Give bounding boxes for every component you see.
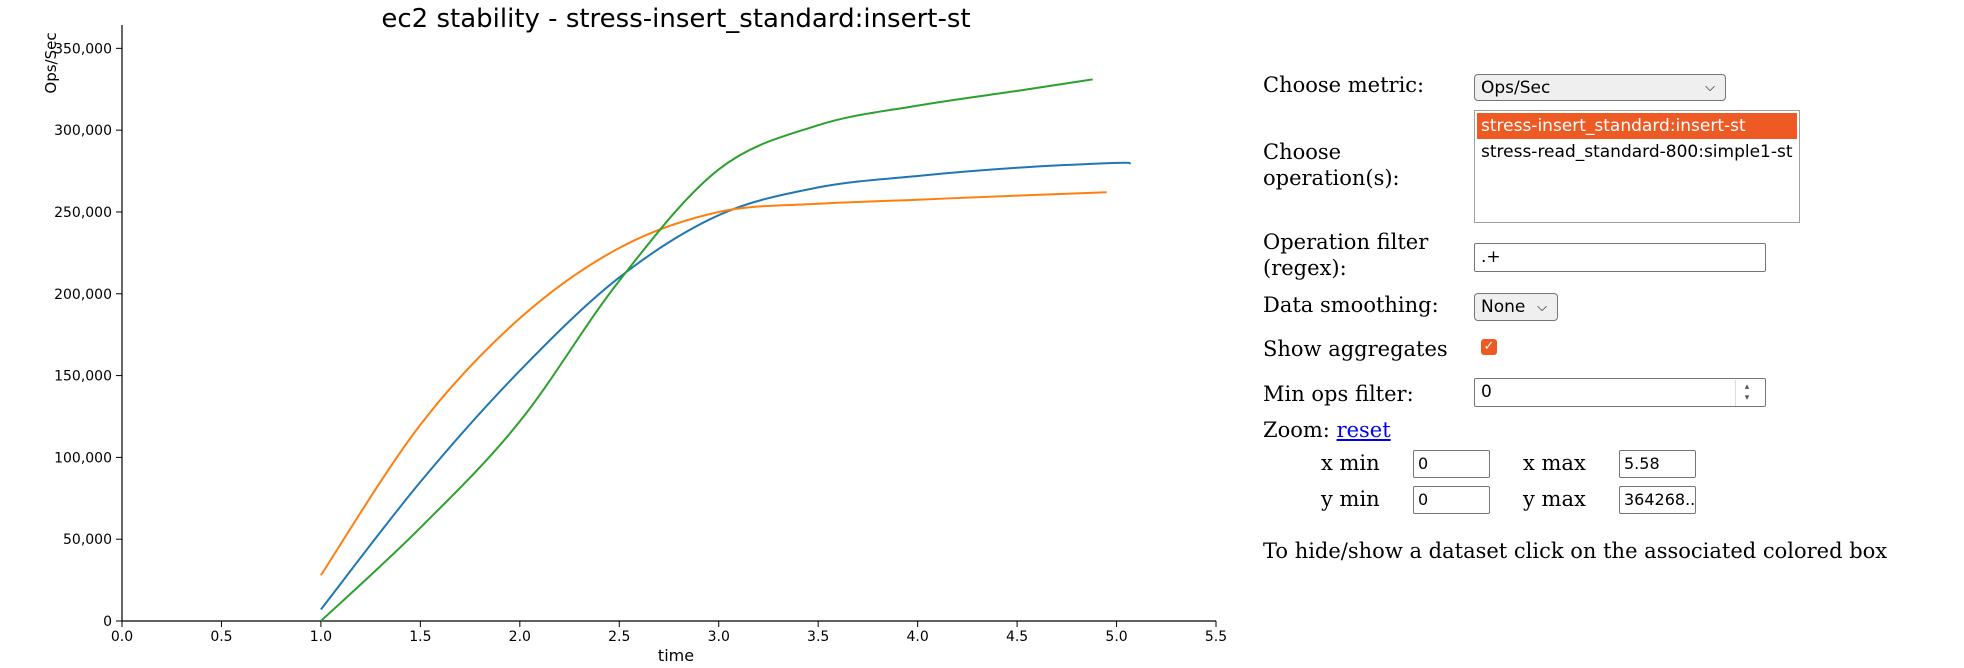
aggregates-checkbox[interactable]: ✓ [1481, 339, 1497, 355]
zoom-label: Zoom: [1263, 418, 1330, 442]
xmax-input[interactable]: 5.58 [1619, 450, 1696, 478]
chevron-down-icon: ⌵ [1537, 299, 1547, 315]
x-axis: 0.0 0.5 1.0 1.5 2.0 2.5 3.0 3.5 4.0 4.5 5.0 5.5 [111, 620, 1227, 645]
hide-show-hint: To hide/show a dataset click on the asso… [1263, 539, 1888, 563]
smoothing-select[interactable]: None ⌵ [1474, 293, 1558, 321]
y-tick-label: 50,000 [63, 532, 112, 548]
y-tick-label: 100,000 [54, 450, 112, 466]
chevron-down-icon: ⌵ [1705, 80, 1715, 95]
y-tick-label: 150,000 [54, 369, 112, 385]
chevron-up-icon: ▴ [1744, 382, 1750, 392]
ymax-input[interactable]: 364268.. [1619, 486, 1696, 514]
metric-select-value: Ops/Sec [1481, 77, 1551, 98]
filter-label-line2: (regex): [1263, 256, 1347, 280]
series-line-2 [320, 191, 1107, 576]
xmin-label: x min [1321, 451, 1380, 475]
regex-filter-input[interactable]: .+ [1474, 243, 1766, 272]
x-tick-label: 2.5 [608, 629, 630, 645]
x-tick-label: 5.5 [1205, 629, 1227, 645]
operation-listbox[interactable]: stress-insert_standard:insert-st stress-… [1474, 110, 1800, 223]
x-tick-label: 0.0 [111, 629, 133, 645]
y-tick-label: 200,000 [54, 287, 112, 303]
operation-option[interactable]: stress-insert_standard:insert-st [1477, 113, 1797, 139]
series-layer [320, 78, 1131, 622]
operation-label-line1: Choose [1263, 140, 1342, 164]
x-tick-label: 5.0 [1105, 629, 1127, 645]
aggregates-label: Show aggregates [1263, 337, 1448, 361]
line-chart: ec2 stability - stress-insert_standard:i… [42, 4, 1227, 665]
zoom-row: Zoom: reset [1263, 418, 1391, 442]
series-line-1 [320, 161, 1131, 611]
minops-spinner[interactable]: ▴ ▾ [1735, 380, 1758, 406]
metric-select[interactable]: Ops/Sec ⌵ [1474, 74, 1726, 101]
y-axis: 0 50,000 100,000 150,000 200,000 250,000 300,0… [54, 25, 123, 630]
minops-input[interactable]: 0 [1474, 378, 1766, 407]
ymin-input[interactable]: 0 [1413, 486, 1490, 514]
filter-label-line1: Operation filter [1263, 230, 1429, 254]
x-tick-label: 4.0 [907, 629, 929, 645]
operation-option[interactable]: stress-read_standard-800:simple1-st [1481, 142, 1793, 162]
x-tick-label: 0.5 [210, 629, 232, 645]
check-icon: ✓ [1483, 339, 1495, 354]
x-tick-label: 3.0 [708, 629, 730, 645]
x-tick-label: 3.5 [807, 629, 829, 645]
smoothing-select-value: None [1481, 297, 1526, 317]
chart-title: ec2 stability - stress-insert_standard:i… [381, 4, 970, 34]
x-tick-label: 1.0 [310, 629, 332, 645]
minops-label: Min ops filter: [1263, 382, 1414, 406]
xmin-input[interactable]: 0 [1413, 450, 1490, 478]
x-axis-label: time [658, 646, 694, 665]
x-tick-label: 2.0 [509, 629, 531, 645]
zoom-reset-link[interactable]: reset [1336, 418, 1391, 442]
y-axis-label: Ops/Sec [42, 32, 60, 93]
chevron-down-icon: ▾ [1744, 393, 1750, 403]
ymax-label: y max [1523, 487, 1586, 511]
y-tick-label: 350,000 [54, 41, 112, 57]
metric-label: Choose metric: [1263, 73, 1425, 97]
operation-label-line2: operation(s): [1263, 166, 1400, 190]
y-tick-label: 300,000 [54, 123, 112, 139]
smoothing-label: Data smoothing: [1263, 293, 1439, 317]
ymin-label: y min [1321, 487, 1380, 511]
y-tick-label: 250,000 [54, 205, 112, 221]
series-line-3 [320, 78, 1093, 622]
x-tick-label: 1.5 [409, 629, 431, 645]
y-tick-label: 0 [103, 614, 112, 630]
xmax-label: x max [1523, 451, 1586, 475]
x-tick-label: 4.5 [1006, 629, 1028, 645]
